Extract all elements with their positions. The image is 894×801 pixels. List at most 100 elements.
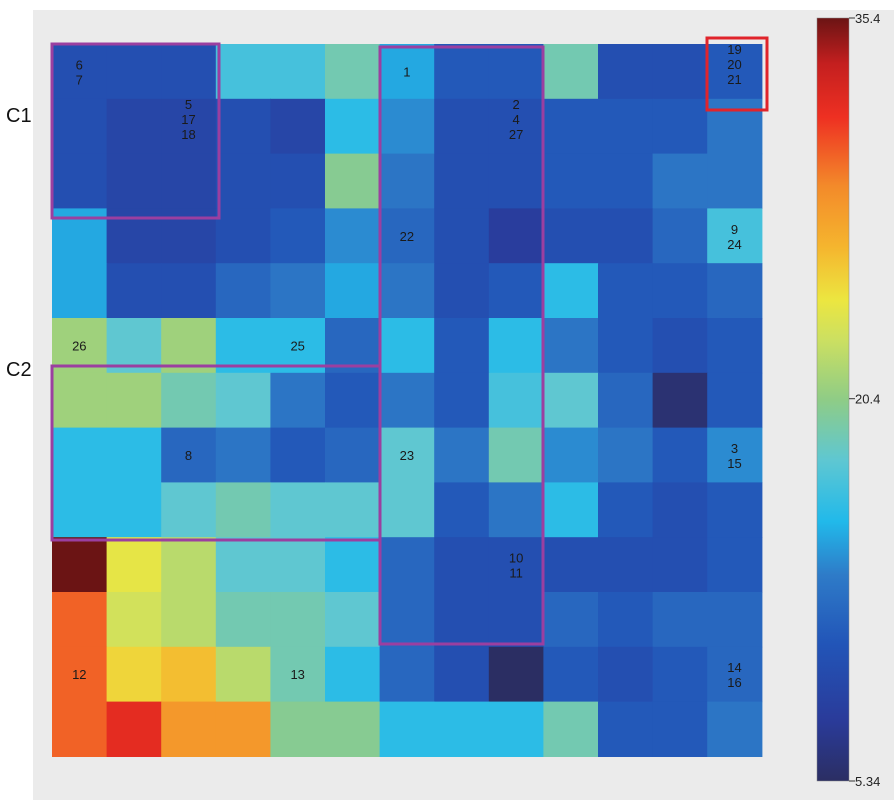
heatmap-cell-r1-c9: [543, 98, 599, 155]
heatmap-cell-r10-c5: [325, 592, 381, 648]
heatmap-cell-r3-c4: [270, 208, 326, 264]
heatmap-cell-r1-c7: [434, 98, 490, 155]
heatmap-cell-r7-c0: [52, 427, 108, 483]
heatmap-cell-r12-c4: [270, 701, 326, 757]
heatmap-cell-r11-c11: [652, 646, 708, 703]
heatmap-cell-r8-c3: [215, 482, 271, 538]
cell-label: 18: [181, 127, 195, 142]
heatmap-cell-r6-c2: [161, 372, 217, 429]
colorbar-ticks: 35.4 20.4 5.34: [849, 11, 880, 789]
heatmap-cell-r1-c4: [270, 98, 326, 155]
heatmap-cell-r11-c3: [215, 646, 271, 703]
heatmap-cell-r5-c5: [325, 318, 381, 374]
heatmap-cell-r1-c6: [379, 98, 435, 155]
heatmap-cell-r6-c8: [488, 372, 544, 429]
heatmap-cell-r0-c2: [161, 44, 217, 100]
heatmap-cell-r9-c11: [652, 537, 708, 593]
heatmap-cell-r10-c4: [270, 592, 326, 648]
heatmap-cell-r10-c11: [652, 592, 708, 648]
heatmap-cell-r2-c5: [325, 153, 381, 209]
heatmap-cell-r2-c0: [52, 153, 108, 209]
heatmap-cell-r7-c9: [543, 427, 599, 483]
heatmap-cell-r9-c12: [707, 537, 763, 593]
heatmap-cell-r3-c11: [652, 208, 708, 264]
cell-label: 25: [290, 338, 304, 353]
heatmap-cell-r10-c6: [379, 592, 435, 648]
heatmap-cell-r6-c3: [215, 372, 271, 429]
heatmap-cell-r1-c0: [52, 98, 108, 155]
highlight-box: [705, 36, 769, 112]
heatmap-cell-r11-c2: [161, 646, 217, 703]
cell-label: 24: [727, 237, 741, 252]
heatmap-cell-r4-c3: [215, 263, 271, 319]
heatmap-cell-r12-c6: [379, 701, 435, 757]
heatmap-cell-r10-c1: [106, 592, 162, 648]
heatmap-cell-r6-c12: [707, 372, 763, 429]
heatmap-cell-r9-c4: [270, 537, 326, 593]
heatmap-cell-r1-c1: [106, 98, 162, 155]
heatmap-cell-r3-c6: [379, 208, 435, 264]
cell-label: 17: [181, 112, 195, 127]
heatmap-cell-r2-c7: [434, 153, 490, 209]
heatmap-cell-r11-c8: [488, 646, 544, 703]
colorbar: 35.4 20.4 5.34: [816, 11, 880, 789]
colorbar-tick-label: 20.4: [855, 392, 880, 407]
heatmap-cell-r12-c1: [106, 701, 162, 757]
heatmap-cell-r5-c2: [161, 318, 217, 374]
cell-label: 11: [509, 566, 523, 581]
heatmap-cell-r6-c5: [325, 372, 381, 429]
heatmap-cell-r11-c6: [379, 646, 435, 703]
heatmap-cell-r4-c7: [434, 263, 490, 319]
heatmap-cell-r0-c5: [325, 44, 381, 100]
heatmap-cell-r12-c3: [215, 701, 271, 757]
heatmap-cell-r11-c9: [543, 646, 599, 703]
heatmap-cell-r4-c2: [161, 263, 217, 319]
heatmap-cell-r2-c4: [270, 153, 326, 209]
heatmap-cell-r9-c7: [434, 537, 490, 593]
heatmap-cell-r4-c5: [325, 263, 381, 319]
heatmap-cell-r6-c6: [379, 372, 435, 429]
cell-label: 13: [290, 667, 304, 682]
heatmap-cell-r12-c12: [707, 701, 763, 757]
heatmap-cell-r1-c3: [215, 98, 271, 155]
heatmap-cell-r2-c1: [106, 153, 162, 209]
heatmap-cell-r10-c0: [52, 592, 108, 648]
heatmap-cell-r10-c7: [434, 592, 490, 648]
heatmap-cell-r2-c10: [598, 153, 654, 209]
heatmap-cell-r0-c6: [379, 44, 435, 100]
cluster-c1-label: C1: [6, 105, 32, 127]
heatmap-cell-r11-c10: [598, 646, 654, 703]
heatmap-cell-r10-c10: [598, 592, 654, 648]
cluster-outlines: [50, 36, 769, 646]
cell-label: 23: [400, 448, 414, 463]
heatmap-cell-r11-c0: [52, 646, 108, 703]
heatmap-cell-r1-c12: [707, 98, 763, 155]
heatmap-cell-r11-c4: [270, 646, 326, 703]
heatmap-cell-r3-c10: [598, 208, 654, 264]
heatmap-cell-r3-c8: [488, 208, 544, 264]
heatmap-cell-r6-c4: [270, 372, 326, 429]
heatmap-cell-r2-c12: [707, 153, 763, 209]
heatmap-cell-r8-c0: [52, 482, 108, 538]
heatmap-cell-r1-c8: [488, 98, 544, 155]
heatmap-cell-r12-c9: [543, 701, 599, 757]
heatmap-cell-r11-c12: [707, 646, 763, 703]
heatmap-cell-r5-c3: [215, 318, 271, 374]
heatmap-cell-r5-c11: [652, 318, 708, 374]
heatmap-cell-r7-c6: [379, 427, 435, 483]
heatmap-cell-r12-c0: [52, 701, 108, 757]
heatmap-cell-r0-c0: [52, 44, 108, 100]
cell-label: 14: [727, 660, 741, 675]
cell-label: 5: [185, 97, 192, 112]
heatmap-cell-r9-c6: [379, 537, 435, 593]
cell-label: 19: [727, 42, 741, 57]
colorbar-gradient: [816, 17, 850, 782]
heatmap-cell-r10-c3: [215, 592, 271, 648]
heatmap-cell-r4-c8: [488, 263, 544, 319]
heatmap-cell-r5-c9: [543, 318, 599, 374]
heatmap-cell-r7-c1: [106, 427, 162, 483]
heatmap-cell-r6-c9: [543, 372, 599, 429]
heatmap-cell-r5-c12: [707, 318, 763, 374]
